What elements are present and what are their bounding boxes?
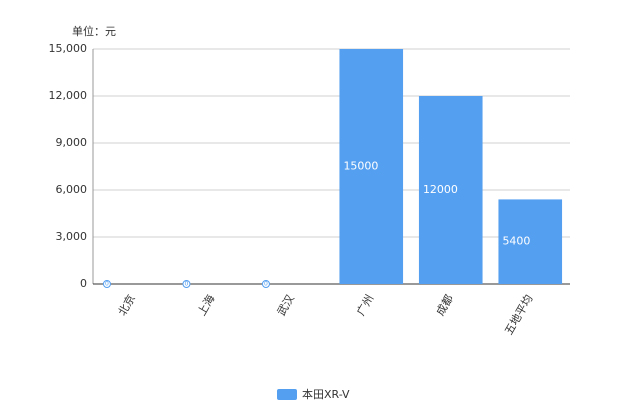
x-tick-label: 广州 (354, 293, 376, 319)
y-tick-label: 15,000 (49, 42, 88, 55)
bar (498, 199, 563, 284)
bar (339, 49, 404, 284)
y-tick-label: 9,000 (56, 136, 88, 149)
y-tick-label: 12,000 (49, 89, 88, 102)
zero-marker (102, 280, 111, 288)
x-tick-label: 上海 (194, 292, 217, 318)
y-tick-label: 0 (80, 277, 87, 290)
value-label: 0 (264, 281, 268, 288)
x-tick-label: 五地平均 (502, 293, 535, 338)
bar (418, 96, 483, 284)
zero-marker (261, 280, 270, 288)
zero-marker (182, 280, 191, 288)
value-label: 5400 (502, 235, 530, 248)
x-tick-label: 成都 (434, 293, 456, 319)
y-tick-label: 3,000 (56, 230, 88, 243)
value-label: 0 (185, 281, 189, 288)
value-label: 15000 (343, 160, 378, 173)
y-tick-label: 6,000 (56, 183, 88, 196)
value-label: 12000 (423, 183, 458, 196)
legend-swatch (277, 389, 297, 400)
unit-label: 单位：元 (72, 24, 116, 38)
legend-label: 本田XR-V (302, 387, 350, 401)
value-label: 0 (105, 281, 109, 288)
x-tick-label: 北京 (115, 292, 138, 318)
x-tick-label: 武汉 (275, 293, 297, 319)
